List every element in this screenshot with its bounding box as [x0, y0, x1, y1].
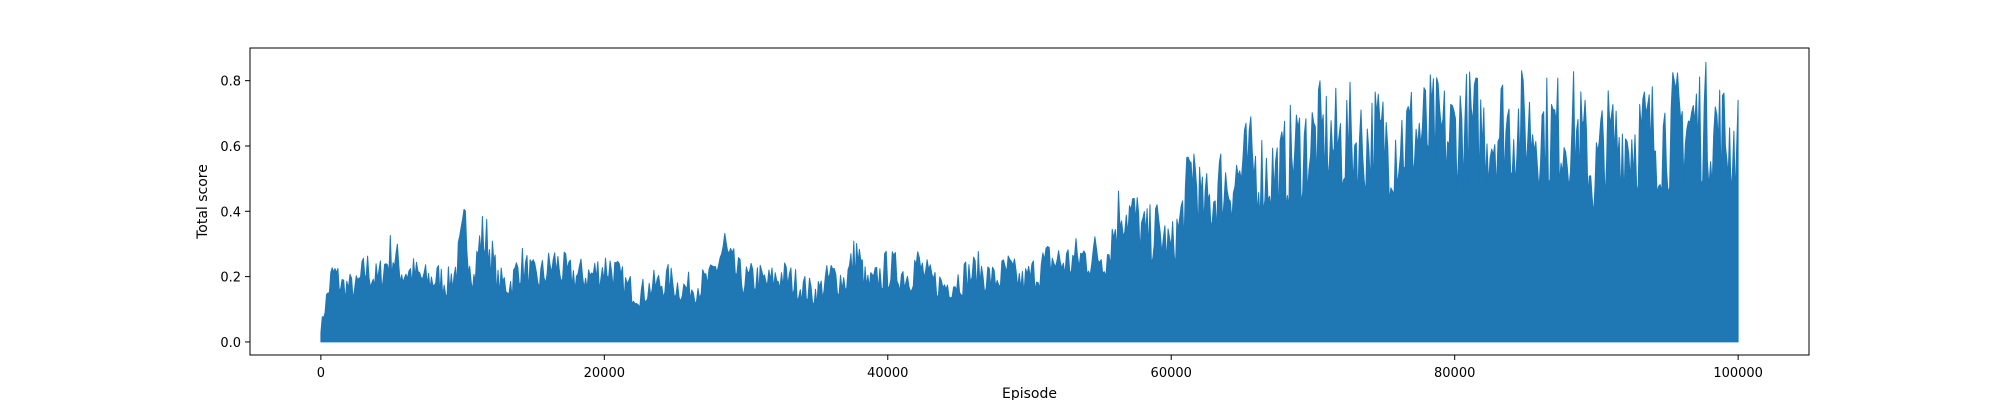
- y-tick-label: 0.4: [220, 205, 241, 220]
- y-axis-label: Total score: [195, 164, 211, 240]
- x-tick-label: 0: [317, 366, 325, 381]
- x-axis: 0 20000 40000 60000 80000 100000: [317, 355, 1763, 381]
- x-tick-label: 20000: [584, 366, 625, 381]
- x-tick-label: 60000: [1151, 366, 1192, 381]
- y-axis: 0.0 0.2 0.4 0.6 0.8: [220, 75, 250, 351]
- x-tick-label: 40000: [867, 366, 908, 381]
- x-tick-label: 80000: [1434, 366, 1475, 381]
- y-tick-label: 0.0: [220, 336, 241, 351]
- series-line: [320, 61, 1739, 343]
- y-tick-label: 0.2: [220, 271, 241, 286]
- x-axis-label: Episode: [1002, 386, 1057, 400]
- plot-frame: [249, 47, 1810, 356]
- series-layer: [320, 61, 1739, 343]
- x-tick-label: 100000: [1713, 366, 1763, 381]
- y-tick-label: 0.6: [220, 140, 241, 155]
- y-tick-label: 0.8: [220, 75, 241, 90]
